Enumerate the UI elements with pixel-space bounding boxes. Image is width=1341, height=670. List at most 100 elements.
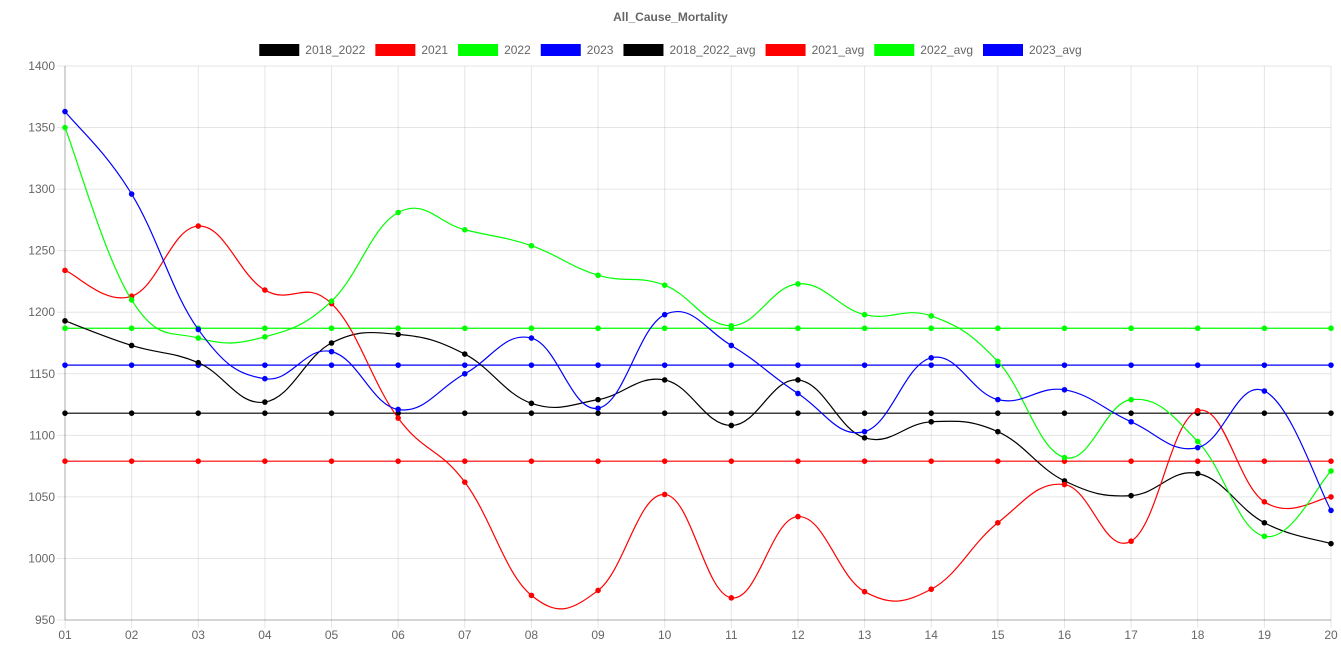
data-point-2023-avg[interactable] <box>595 362 601 368</box>
data-point-2018-2022[interactable] <box>262 399 268 405</box>
data-point-2023-avg[interactable] <box>328 362 335 368</box>
data-point-2018-2022-avg[interactable] <box>728 410 735 416</box>
data-point-2023-avg[interactable] <box>1061 362 1068 368</box>
data-point-2018-2022[interactable] <box>1194 470 1201 477</box>
data-point-2022-avg[interactable] <box>128 325 135 332</box>
data-point-2021-avg[interactable] <box>1328 458 1334 464</box>
data-point-2022-avg[interactable] <box>62 325 68 332</box>
data-point-2021[interactable] <box>62 267 68 274</box>
data-point-2018-2022[interactable] <box>861 434 868 441</box>
data-point-2021-avg[interactable] <box>595 458 601 464</box>
data-point-2021[interactable] <box>395 415 401 421</box>
data-point-2021-avg[interactable] <box>1261 458 1268 464</box>
data-point-2021-avg[interactable] <box>62 458 68 464</box>
data-point-2022[interactable] <box>62 124 68 131</box>
data-point-2021[interactable] <box>595 587 601 594</box>
data-point-2022[interactable] <box>1328 468 1334 474</box>
data-point-2022-avg[interactable] <box>595 325 601 332</box>
legend-item-2018-2022[interactable]: 2018_2022 <box>259 43 366 57</box>
data-point-2021[interactable] <box>795 513 801 520</box>
data-point-2023[interactable] <box>262 375 268 382</box>
data-point-2022-avg[interactable] <box>661 325 668 332</box>
data-point-2018-2022-avg[interactable] <box>1128 410 1134 416</box>
data-point-2021-avg[interactable] <box>528 458 535 464</box>
data-point-2018-2022[interactable] <box>661 377 668 383</box>
data-point-2022-avg[interactable] <box>262 325 268 332</box>
data-point-2018-2022[interactable] <box>328 340 335 346</box>
legend-item-2021-avg[interactable]: 2021_avg <box>765 43 865 57</box>
data-point-2023[interactable] <box>62 108 68 115</box>
data-point-2023-avg[interactable] <box>62 362 68 368</box>
data-point-2021[interactable] <box>928 586 935 593</box>
data-point-2018-2022-avg[interactable] <box>62 410 68 416</box>
data-point-2022[interactable] <box>395 209 401 216</box>
data-point-2022[interactable] <box>928 313 935 319</box>
data-point-2023-avg[interactable] <box>528 362 535 368</box>
data-point-2021[interactable] <box>1128 538 1134 545</box>
data-point-2021-avg[interactable] <box>328 458 335 464</box>
data-point-2021[interactable] <box>861 588 868 595</box>
data-point-2021[interactable] <box>1061 481 1068 488</box>
data-point-2018-2022-avg[interactable] <box>795 410 801 416</box>
data-point-2018-2022[interactable] <box>461 351 468 357</box>
data-point-2023-avg[interactable] <box>1128 362 1134 368</box>
data-point-2018-2022-avg[interactable] <box>328 410 335 416</box>
data-point-2021-avg[interactable] <box>262 458 268 464</box>
data-point-2023-avg[interactable] <box>661 362 668 368</box>
data-point-2022[interactable] <box>1261 533 1268 540</box>
data-point-2018-2022[interactable] <box>195 359 202 366</box>
legend-item-2022-avg[interactable]: 2022_avg <box>874 43 973 57</box>
data-point-2018-2022-avg[interactable] <box>1261 410 1268 416</box>
data-point-2023-avg[interactable] <box>461 362 468 368</box>
data-point-2022-avg[interactable] <box>795 325 801 332</box>
data-point-2021-avg[interactable] <box>395 458 401 464</box>
data-point-2022[interactable] <box>1194 438 1201 445</box>
data-point-2022-avg[interactable] <box>395 325 401 332</box>
data-point-2018-2022[interactable] <box>795 377 801 383</box>
legend-item-2023-avg[interactable]: 2023_avg <box>983 43 1082 57</box>
data-point-2022[interactable] <box>595 272 601 279</box>
data-point-2023-avg[interactable] <box>128 362 135 368</box>
data-point-2022[interactable] <box>661 282 668 288</box>
data-point-2018-2022[interactable] <box>1128 492 1134 499</box>
data-point-2021-avg[interactable] <box>128 458 135 464</box>
data-point-2018-2022[interactable] <box>595 396 601 403</box>
data-point-2021[interactable] <box>661 491 668 498</box>
data-point-2021[interactable] <box>995 519 1001 526</box>
data-point-2023[interactable] <box>195 326 202 333</box>
data-point-2022-avg[interactable] <box>928 325 935 332</box>
data-point-2018-2022[interactable] <box>128 342 135 349</box>
data-point-2021-avg[interactable] <box>728 458 735 464</box>
data-point-2022[interactable] <box>1061 454 1068 461</box>
data-point-2021[interactable] <box>728 595 735 601</box>
data-point-2022[interactable] <box>861 311 868 318</box>
data-point-2023-avg[interactable] <box>795 362 801 368</box>
data-point-2021[interactable] <box>195 223 202 229</box>
data-point-2021-avg[interactable] <box>995 458 1001 464</box>
data-point-2018-2022[interactable] <box>928 418 935 425</box>
data-point-2021[interactable] <box>1261 499 1268 505</box>
data-point-2023[interactable] <box>128 191 135 197</box>
data-point-2022[interactable] <box>128 297 135 303</box>
data-point-2018-2022-avg[interactable] <box>861 410 868 416</box>
data-point-2018-2022[interactable] <box>528 400 535 407</box>
data-point-2023-avg[interactable] <box>928 362 935 368</box>
data-point-2023-avg[interactable] <box>1328 362 1334 368</box>
data-point-2022-avg[interactable] <box>861 325 868 332</box>
data-point-2023[interactable] <box>795 390 801 397</box>
data-point-2018-2022-avg[interactable] <box>661 410 668 416</box>
data-point-2021-avg[interactable] <box>461 458 468 464</box>
data-point-2023-avg[interactable] <box>262 362 268 368</box>
legend-item-2021[interactable]: 2021 <box>375 43 448 57</box>
data-point-2023[interactable] <box>661 311 668 318</box>
legend-item-2022[interactable]: 2022 <box>458 43 531 57</box>
data-point-2021-avg[interactable] <box>195 458 202 464</box>
data-point-2018-2022[interactable] <box>728 422 735 429</box>
data-point-2022[interactable] <box>328 298 335 304</box>
data-point-2022-avg[interactable] <box>328 325 335 332</box>
data-point-2023-avg[interactable] <box>395 362 401 368</box>
data-point-2022[interactable] <box>795 281 801 287</box>
data-point-2023[interactable] <box>1261 388 1268 394</box>
data-point-2018-2022[interactable] <box>1261 519 1268 526</box>
data-point-2023[interactable] <box>328 348 335 355</box>
